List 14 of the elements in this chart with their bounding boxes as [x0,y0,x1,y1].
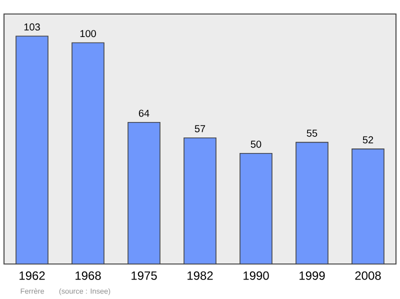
data-label: 64 [138,110,150,117]
x-tick-label: 1968 [76,271,101,280]
x-tick-label: 1962 [20,271,45,280]
data-label: 103 [24,23,40,31]
x-tick-label: 1975 [132,271,157,280]
data-label: 100 [80,30,96,38]
data-label: 57 [194,125,206,132]
x-tick-label: 1999 [300,271,325,280]
data-label: 55 [306,130,318,137]
x-tick-label: 1982 [188,271,213,280]
data-label: 50 [250,140,262,148]
x-tick-label: 2008 [355,271,381,280]
data-label: 52 [362,136,374,144]
x-tick-label: 1990 [244,271,269,280]
